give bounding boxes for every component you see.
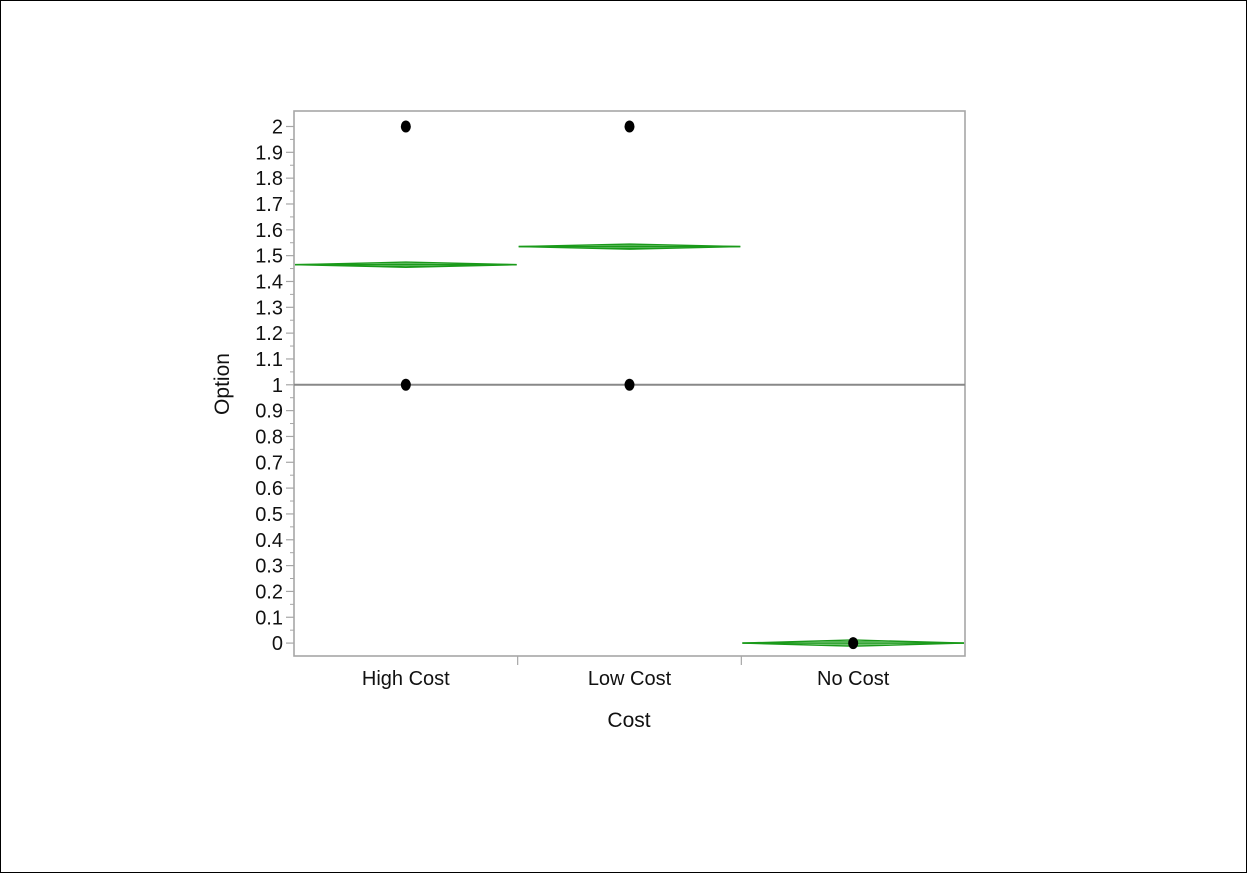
y-tick-label: 2 [272,116,283,138]
y-tick-label: 0.2 [255,581,283,603]
y-tick-label: 0.1 [255,607,283,629]
y-tick-label: 1.4 [255,271,283,293]
x-axis: High Cost Low Cost No Cost [362,656,890,690]
y-tick-label: 1.1 [255,349,283,371]
plot-frame [293,110,966,657]
y-tick-label: 1.5 [255,246,283,268]
y-tick-label: 0.5 [255,504,283,526]
x-tick-label: Low Cost [588,668,672,690]
data-point [400,120,411,133]
y-tick-label: 0.8 [255,426,283,448]
y-tick-label: 0.6 [255,478,283,500]
y-tick-label: 0 [272,633,283,655]
data-point [624,120,635,133]
y-tick-label: 0.9 [255,401,283,423]
y-tick-label: 1.7 [255,194,283,216]
means-diamond [294,261,517,268]
y-axis: 0 0.1 0.2 0.3 0.4 0.5 0.6 0.7 0.8 0.9 1 1.1 1.2 1.3 1.… [255,116,294,655]
y-tick-label: 0.3 [255,556,283,578]
y-axis-title: Option [211,353,234,415]
x-tick-label: High Cost [362,668,450,690]
data-point [624,378,635,391]
y-tick-label: 1.8 [255,168,283,190]
y-tick-label: 1.6 [255,220,283,242]
data-point [400,378,411,391]
y-tick-label: 0.4 [255,530,283,552]
x-tick-label: No Cost [817,668,890,690]
y-tick-label: 1.2 [255,323,283,345]
means-diamond [518,243,741,250]
y-tick-label: 1.9 [255,142,283,164]
y-tick-label: 1.3 [255,297,283,319]
data-point [848,637,859,650]
x-axis-title: Cost [607,709,650,732]
y-tick-label: 0.7 [255,452,283,474]
plot-area [293,110,966,657]
y-tick-label: 1 [272,375,283,397]
